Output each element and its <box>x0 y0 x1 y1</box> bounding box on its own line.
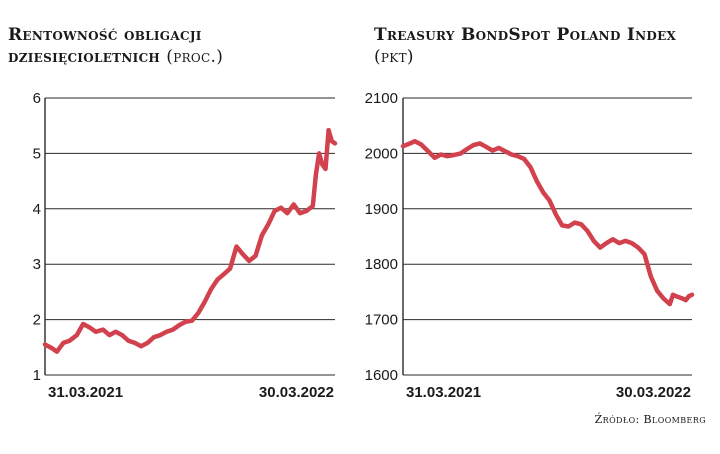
chart-unit-yield: (proc.) <box>166 47 224 67</box>
series-line-index <box>400 138 695 307</box>
x-tick-label-yield-1: 30.03.2022 <box>259 384 334 401</box>
chart-panel-index: 1600 1700 1800 1900 2000 2100 31.03.2021 30.03.… <box>365 90 695 401</box>
series-line-yield <box>42 127 338 354</box>
x-tick-label-index-1: 30.03.2022 <box>616 384 691 401</box>
chart-title-index: Treasury BondSpot Poland Index (pkt) <box>374 24 714 68</box>
y-tick-label-yield-0: 1 <box>33 367 41 384</box>
chart-unit-index: (pkt) <box>374 47 414 67</box>
y-tick-label-yield-2: 3 <box>33 256 41 273</box>
y-tick-label-yield-3: 4 <box>33 201 41 218</box>
x-tick-label-yield-0: 31.03.2021 <box>48 384 123 401</box>
y-tick-label-index-1: 1700 <box>365 312 398 329</box>
y-tick-label-index-2: 1800 <box>365 256 398 273</box>
y-tick-label-yield-4: 5 <box>33 145 41 162</box>
y-tick-label-yield-5: 6 <box>33 90 41 107</box>
y-tick-label-index-5: 2100 <box>365 90 398 107</box>
y-tick-label-index-0: 1600 <box>365 367 398 384</box>
y-tick-label-index-3: 1900 <box>365 201 398 218</box>
chart-panel-yield: 1 2 3 4 5 6 31.03.2021 30.03.2022 <box>33 90 338 401</box>
chart-title-index-text: Treasury BondSpot Poland Index <box>374 25 677 45</box>
chart-title-yield-text: Rentowność obligacji dziesięcioletnich <box>8 25 202 67</box>
y-tick-label-yield-1: 2 <box>33 312 41 329</box>
chart-title-yield: Rentowność obligacji dziesięcioletnich (… <box>8 24 348 68</box>
y-tick-label-index-4: 2000 <box>365 145 398 162</box>
source-note: Źródło: Bloomberg <box>594 413 706 426</box>
x-tick-label-index-0: 31.03.2021 <box>406 384 481 401</box>
